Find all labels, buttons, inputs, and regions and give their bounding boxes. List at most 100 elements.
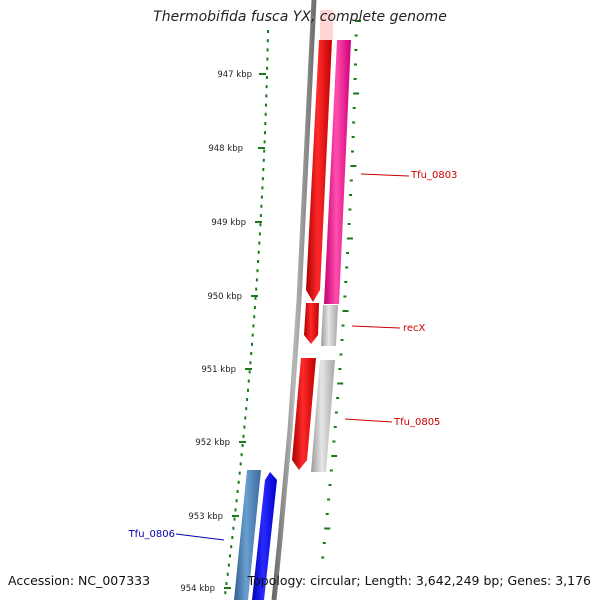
accession-text: Accession: NC_007333 [8, 573, 151, 588]
gene-label-text: Tfu_0805 [393, 417, 440, 428]
ruler-minor-tick [263, 149, 266, 153]
gene-fragment-top[interactable] [320, 10, 333, 40]
ruler-minor-tick [235, 499, 238, 503]
ruler-minor-tick [247, 388, 249, 392]
ruler-right-tick [333, 426, 337, 428]
ruler-right-tick [334, 411, 338, 414]
ruler-minor-tick [237, 480, 240, 484]
ruler-minor-tick [261, 186, 264, 190]
ruler-right-tick [328, 484, 332, 486]
gene-arrow-recx-forward[interactable] [304, 303, 319, 344]
ruler-minor-tick [265, 85, 268, 89]
gene-bar-tfu0806[interactable] [234, 470, 261, 600]
ruler-tick: 951 kbp [201, 365, 252, 375]
ruler: 947 kbp 948 kbp 949 kbp 950 kbp 951 kbp … [180, 70, 266, 594]
ruler-minor-tick [249, 361, 252, 365]
ruler-right-tick [353, 78, 357, 80]
ruler-right-tick [341, 324, 345, 327]
ruler-minor-tick [251, 333, 254, 337]
ruler-minor-tick [266, 66, 269, 70]
gene-label-tfu0806[interactable]: Tfu_0806 [128, 529, 225, 541]
ruler-tick: 948 kbp [208, 144, 265, 154]
ruler-minor-tick [241, 444, 244, 447]
genome-backbone [271, 0, 317, 600]
ruler-minor-tick [259, 223, 262, 227]
ruler-right-tick [352, 121, 356, 124]
ruler-right-tick [354, 63, 357, 66]
ruler-right-tick [342, 310, 349, 312]
topology-text: Topology: circular; Length: 3,642,249 bp… [247, 573, 591, 588]
ruler-minor-tick [265, 76, 268, 79]
ruler-minor-tick [255, 278, 258, 282]
ruler-minor-tick [230, 545, 233, 549]
ruler-minor-ticks [224, 30, 269, 595]
ruler-tick: 953 kbp [188, 512, 239, 522]
ruler-minor-tick [265, 103, 267, 107]
ruler-minor-tick [247, 379, 250, 383]
ruler-right-tick [338, 368, 342, 370]
gene-label-recx[interactable]: recX [351, 323, 426, 334]
ruler-tick: 950 kbp [207, 292, 258, 302]
ruler-right-tick [354, 34, 358, 37]
ruler-minor-tick [266, 39, 269, 43]
ruler-minor-tick [234, 508, 237, 512]
gene-bar-tfu0805[interactable] [311, 360, 335, 472]
ruler-tick-label: 950 kbp [207, 292, 242, 302]
ruler-minor-tick [264, 122, 267, 125]
ruler-right-tick [354, 49, 358, 51]
ruler-right-dots [321, 20, 361, 559]
ruler-minor-tick [232, 526, 235, 530]
ruler-minor-tick [264, 131, 266, 135]
ruler-right-tick [346, 237, 353, 240]
ruler-minor-tick [255, 287, 258, 291]
ruler-right-tick [337, 382, 344, 385]
gene-arrow-blue[interactable] [252, 472, 277, 600]
ruler-right-tick [329, 469, 333, 472]
ruler-minor-tick [251, 342, 253, 346]
gene-label-tfu0805[interactable]: Tfu_0805 [344, 417, 440, 428]
gene-bar-tfu0803[interactable] [324, 40, 351, 304]
ruler-tick-label: 952 kbp [195, 438, 230, 448]
ruler-minor-tick [248, 370, 251, 374]
ruler-right-tick [336, 397, 340, 399]
gene-label-text: Tfu_0803 [410, 170, 457, 181]
ruler-right-tick [331, 455, 338, 457]
ruler-minor-tick [245, 407, 248, 411]
gene-label-tfu0803[interactable]: Tfu_0803 [360, 170, 457, 181]
ruler-minor-tick [260, 195, 263, 199]
ruler-right-tick [339, 353, 343, 356]
ruler-right-tick [348, 208, 352, 211]
gene-bar-recx[interactable] [321, 305, 338, 346]
ruler-right-tick [346, 252, 350, 254]
ruler-tick-label: 953 kbp [188, 512, 223, 522]
ruler-right-tick [344, 281, 348, 283]
ruler-minor-tick [243, 425, 246, 429]
ruler-minor-tick [238, 471, 241, 475]
ruler-minor-tick [242, 434, 245, 438]
ruler-tick: 952 kbp [195, 438, 246, 448]
ruler-minor-tick [227, 563, 230, 567]
ruler-minor-tick [239, 462, 242, 466]
genome-title: Thermobifida fusca YX, complete genome [153, 9, 447, 25]
ruler-minor-tick [233, 517, 236, 521]
ruler-minor-tick [256, 269, 259, 273]
ruler-tick-label: 947 kbp [217, 70, 252, 80]
ruler-minor-tick [258, 232, 261, 236]
ruler-minor-tick [240, 453, 243, 457]
ruler-minor-tick [229, 554, 231, 558]
ruler-right-tick [352, 107, 356, 109]
ruler-right-tick [355, 20, 361, 22]
ruler-right-tick [345, 266, 349, 269]
ruler-tick-label: 949 kbp [211, 218, 246, 228]
ruler-right-tick [343, 295, 347, 298]
gene-arrow-tfu0803-forward[interactable] [306, 40, 332, 302]
gene-arrow-tfu0805-forward[interactable] [292, 358, 316, 470]
ruler-right-tick [324, 527, 331, 530]
ruler-right-tick [351, 136, 355, 138]
ruler-minor-tick [261, 177, 264, 181]
ruler-tick-label: 948 kbp [208, 144, 243, 154]
ruler-minor-tick [225, 582, 228, 585]
ruler-minor-tick [224, 591, 227, 595]
ruler-minor-tick [254, 296, 257, 300]
